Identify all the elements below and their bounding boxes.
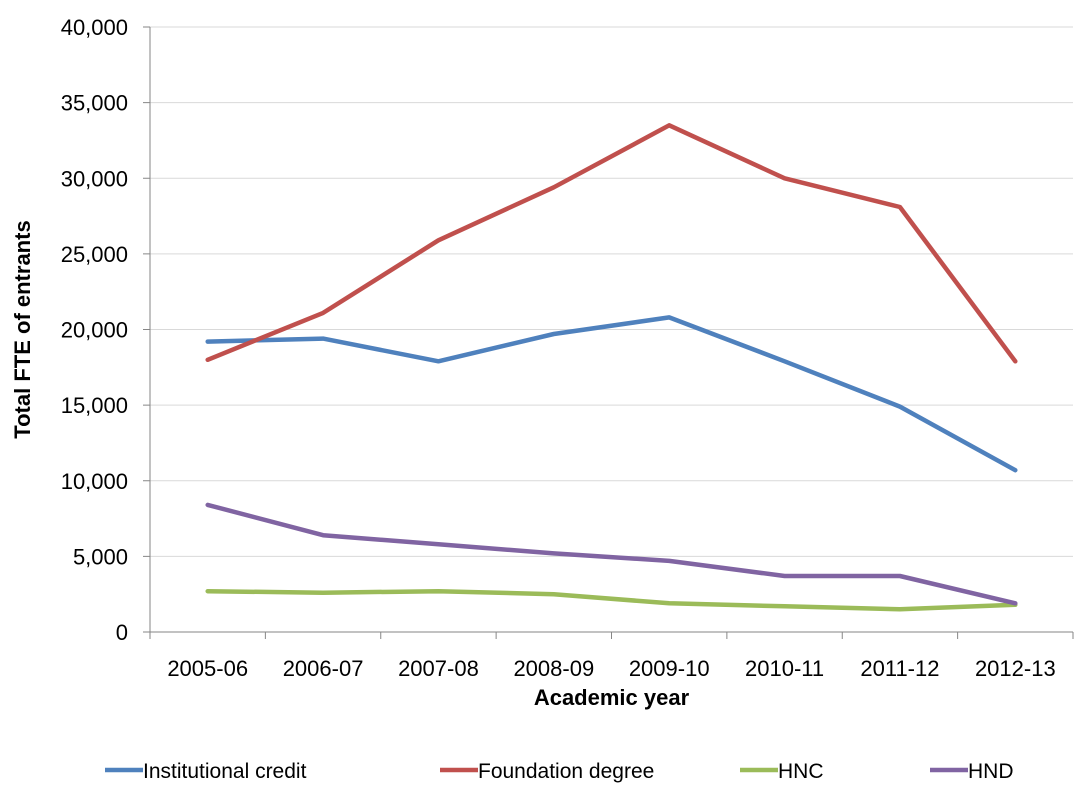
x-tick-label: 2006-07 bbox=[283, 656, 364, 681]
y-tick-label: 40,000 bbox=[61, 15, 128, 40]
legend-label: Foundation degree bbox=[478, 760, 654, 783]
legend: Institutional credit Foundation degree HNC… bbox=[105, 760, 1014, 783]
x-tick-label: 2010-11 bbox=[745, 656, 824, 681]
series-line bbox=[205, 588, 1018, 612]
y-axis-ticks: 0 5,000 10,000 15,000 20,000 25,000 30,000 35,0… bbox=[61, 15, 150, 645]
y-tick-label: 0 bbox=[116, 620, 128, 645]
legend-label: HND bbox=[968, 760, 1014, 783]
y-tick-label: 20,000 bbox=[61, 318, 128, 343]
y-tick-label: 5,000 bbox=[73, 544, 128, 569]
x-axis-ticks: 2005-06 2006-07 2007-08 2008-09 2009-10 2010-… bbox=[149, 632, 1074, 681]
legend-label: Institutional credit bbox=[143, 760, 307, 783]
legend-item: Institutional credit bbox=[105, 760, 307, 783]
legend-item: Foundation degree bbox=[440, 760, 654, 783]
x-tick-label: 2007-08 bbox=[398, 656, 479, 681]
legend-label: HNC bbox=[778, 760, 824, 783]
series-line bbox=[205, 315, 1018, 473]
legend-item: HNC bbox=[740, 760, 824, 783]
y-tick-label: 35,000 bbox=[61, 91, 128, 116]
series-line bbox=[205, 123, 1018, 364]
y-tick-label: 25,000 bbox=[61, 242, 128, 267]
y-tick-label: 30,000 bbox=[61, 166, 128, 191]
gridlines bbox=[150, 26, 1073, 557]
x-tick-label: 2011-12 bbox=[860, 656, 939, 681]
x-axis-title: Academic year bbox=[534, 685, 690, 710]
x-tick-label: 2005-06 bbox=[167, 656, 248, 681]
x-tick-label: 2012-13 bbox=[975, 656, 1056, 681]
x-tick-label: 2008-09 bbox=[513, 656, 594, 681]
y-tick-label: 15,000 bbox=[61, 393, 128, 418]
legend-item: HND bbox=[930, 760, 1014, 783]
series-lines bbox=[205, 123, 1018, 612]
x-tick-label: 2009-10 bbox=[629, 656, 710, 681]
y-axis-title: Total FTE of entrants bbox=[10, 220, 35, 438]
series-line bbox=[205, 502, 1018, 606]
y-tick-label: 10,000 bbox=[61, 469, 128, 494]
